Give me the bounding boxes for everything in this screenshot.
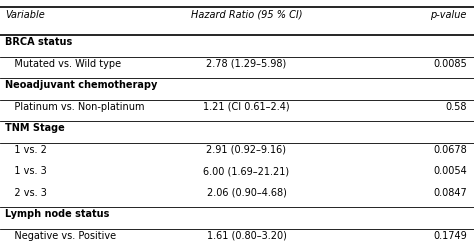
Text: Lymph node status: Lymph node status	[5, 209, 109, 219]
Text: Mutated vs. Wild type: Mutated vs. Wild type	[5, 59, 121, 69]
Text: Variable: Variable	[5, 10, 45, 20]
Text: 1 vs. 2: 1 vs. 2	[5, 145, 46, 155]
Text: 1.61 (0.80–3.20): 1.61 (0.80–3.20)	[207, 231, 286, 241]
Text: 0.0678: 0.0678	[433, 145, 467, 155]
Text: BRCA status: BRCA status	[5, 37, 72, 47]
Text: 0.0054: 0.0054	[433, 166, 467, 176]
Text: Negative vs. Positive: Negative vs. Positive	[5, 231, 116, 241]
Text: 0.0085: 0.0085	[433, 59, 467, 69]
Text: 0.0847: 0.0847	[433, 188, 467, 197]
Text: 2.91 (0.92–9.16): 2.91 (0.92–9.16)	[207, 145, 286, 155]
Text: Platinum vs. Non-platinum: Platinum vs. Non-platinum	[5, 102, 144, 112]
Text: TNM Stage: TNM Stage	[5, 123, 64, 133]
Text: Hazard Ratio (95 % CI): Hazard Ratio (95 % CI)	[191, 10, 302, 20]
Text: 2.06 (0.90–4.68): 2.06 (0.90–4.68)	[207, 188, 286, 197]
Text: 1.21 (CI 0.61–2.4): 1.21 (CI 0.61–2.4)	[203, 102, 290, 112]
Text: 0.1749: 0.1749	[433, 231, 467, 241]
Text: p-value: p-value	[430, 10, 467, 20]
Text: 1 vs. 3: 1 vs. 3	[5, 166, 46, 176]
Text: Neoadjuvant chemotherapy: Neoadjuvant chemotherapy	[5, 80, 157, 90]
Text: 2 vs. 3: 2 vs. 3	[5, 188, 46, 197]
Text: 0.58: 0.58	[446, 102, 467, 112]
Text: 6.00 (1.69–21.21): 6.00 (1.69–21.21)	[203, 166, 290, 176]
Text: 2.78 (1.29–5.98): 2.78 (1.29–5.98)	[206, 59, 287, 69]
